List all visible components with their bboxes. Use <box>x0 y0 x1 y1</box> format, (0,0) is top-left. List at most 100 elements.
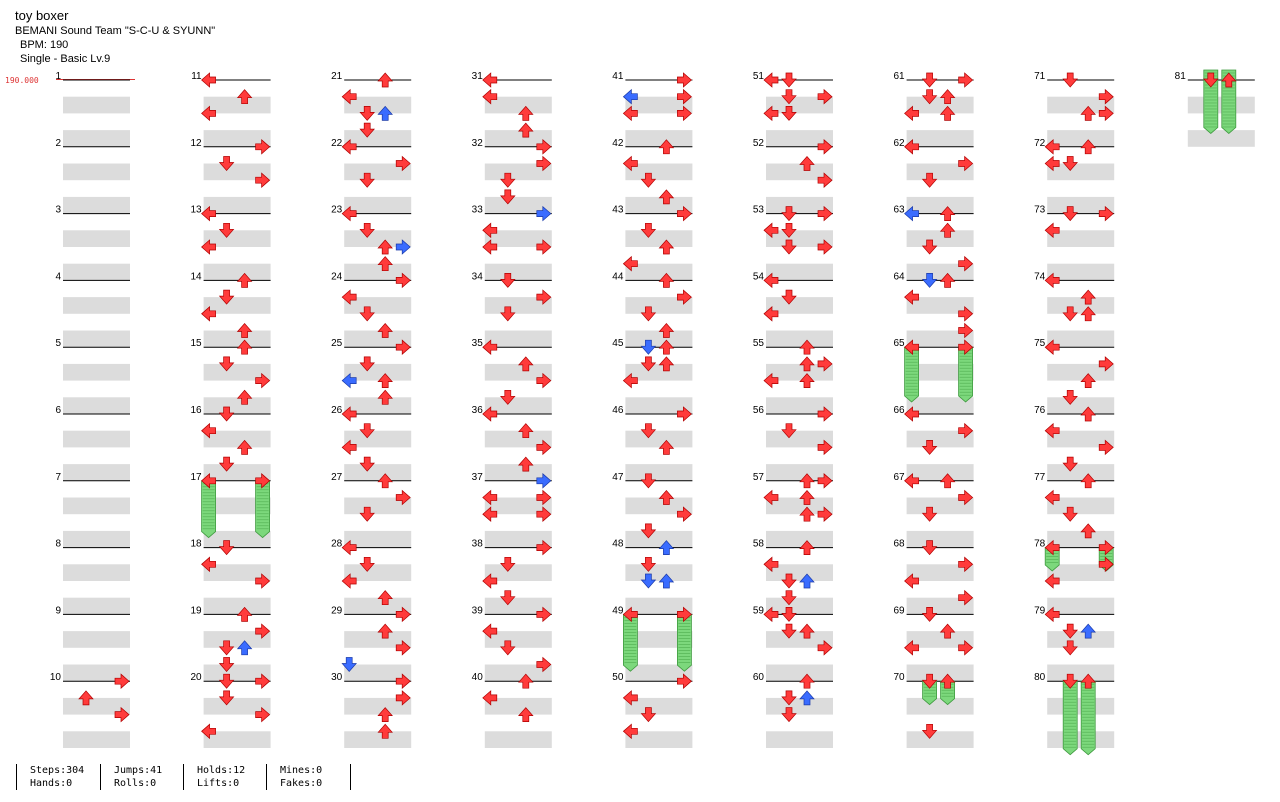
lane-band <box>906 731 974 748</box>
lane-band <box>484 297 552 314</box>
measure-number: 80 <box>1034 672 1046 683</box>
arrow-down-icon <box>1203 72 1219 88</box>
lane-band <box>766 263 833 281</box>
lane-band <box>906 297 974 314</box>
lane-band <box>1047 731 1115 748</box>
lane-band <box>63 363 130 381</box>
measure-number: 56 <box>753 405 765 416</box>
measure: 2 <box>55 138 130 214</box>
arrow-down-icon <box>359 456 375 472</box>
measure-number: 43 <box>612 205 624 216</box>
arrow-down-icon <box>921 506 938 522</box>
lane-band <box>203 664 271 682</box>
lane-band <box>203 597 271 615</box>
lane-band <box>203 363 271 381</box>
measure-number: 22 <box>331 138 343 149</box>
measure: 69 <box>893 605 974 682</box>
measure-number: 32 <box>472 138 484 149</box>
arrow-up-icon <box>658 356 675 372</box>
measure: 7 <box>55 472 130 548</box>
arrow-right-icon <box>817 640 833 656</box>
measure: 59 <box>753 605 833 682</box>
measure-number: 62 <box>893 138 905 149</box>
arrow-up-icon <box>799 673 815 689</box>
arrow-up-icon <box>236 389 253 405</box>
arrow-right-icon <box>958 306 974 322</box>
lane-band <box>63 597 130 615</box>
lane-band <box>63 263 130 281</box>
arrow-up-icon <box>518 356 534 372</box>
arrow-up-icon <box>939 272 956 288</box>
arrow-up-icon <box>1080 306 1096 322</box>
arrow-right-icon <box>817 473 833 489</box>
arrow-down-icon <box>640 423 657 439</box>
measure: 52 <box>753 138 833 214</box>
arrow-up-icon <box>658 439 675 455</box>
arrow-down-icon <box>640 356 657 372</box>
arrow-down-icon <box>781 289 797 305</box>
arrow-down-icon <box>500 556 516 572</box>
measure-number: 67 <box>893 472 905 483</box>
lane-band <box>766 464 833 481</box>
arrow-down-icon <box>640 172 657 188</box>
measure: 10 <box>50 672 130 748</box>
measure-number: 71 <box>1034 71 1046 82</box>
arrow-left-icon <box>763 72 779 88</box>
arrow-down-icon <box>921 172 938 188</box>
lane-band <box>484 697 552 715</box>
arrow-left-icon <box>763 306 779 322</box>
arrow-down-icon <box>921 723 938 739</box>
lane-band <box>1047 564 1115 581</box>
stat-holds: Holds:12 <box>197 765 246 776</box>
arrow-right-icon <box>255 473 271 489</box>
arrow-right-icon <box>958 322 974 339</box>
measure-number: 18 <box>190 539 202 550</box>
arrow-right-icon <box>395 489 411 506</box>
measure-number: 23 <box>331 205 343 216</box>
measure-number: 60 <box>753 672 765 683</box>
arrow-up-icon <box>939 105 956 121</box>
arrow-down-icon <box>359 172 375 188</box>
lane-band <box>766 363 833 381</box>
measure-number: 65 <box>893 338 905 349</box>
arrow-right-icon <box>677 406 692 422</box>
arrow-down-icon <box>1062 506 1078 522</box>
lane-band <box>203 497 271 515</box>
arrow-left-icon <box>1044 155 1060 172</box>
lane-band <box>344 697 412 715</box>
measure: 31 <box>472 71 552 147</box>
arrow-up-icon <box>236 439 253 455</box>
measure: 11 <box>191 71 271 147</box>
arrow-down-icon <box>781 222 797 238</box>
lane-band <box>766 697 833 715</box>
hold-body <box>904 346 919 403</box>
lane-band <box>625 631 693 648</box>
arrow-left-icon <box>1044 606 1060 623</box>
arrow-up-icon <box>377 322 393 338</box>
measure-number: 52 <box>753 138 765 149</box>
hold-body <box>1080 680 1096 756</box>
stat-hands: Hands:0 <box>30 778 73 789</box>
measure: 21 <box>331 71 412 147</box>
arrow-up-icon <box>658 573 675 589</box>
arrow-left-icon <box>482 406 498 422</box>
arrow-down-icon <box>1062 72 1078 88</box>
arrow-right-icon <box>817 139 833 155</box>
arrow-left-icon <box>904 105 919 122</box>
measure: 46 <box>612 405 693 481</box>
arrow-up-icon <box>377 389 393 405</box>
lane-band <box>344 163 412 181</box>
arrow-up-icon <box>518 122 534 138</box>
arrow-left-icon <box>201 473 216 489</box>
lane-band <box>766 96 833 114</box>
measure-number: 42 <box>612 138 624 149</box>
measure-number: 15 <box>190 338 202 349</box>
measure-number: 77 <box>1034 472 1046 483</box>
measure: 76 <box>1034 405 1115 481</box>
arrow-right-icon <box>1098 556 1114 573</box>
lane-band <box>344 564 412 581</box>
arrow-left-icon <box>201 72 216 88</box>
lane-band <box>766 297 833 314</box>
measure: 61 <box>893 71 974 147</box>
arrow-up-icon <box>377 707 393 722</box>
